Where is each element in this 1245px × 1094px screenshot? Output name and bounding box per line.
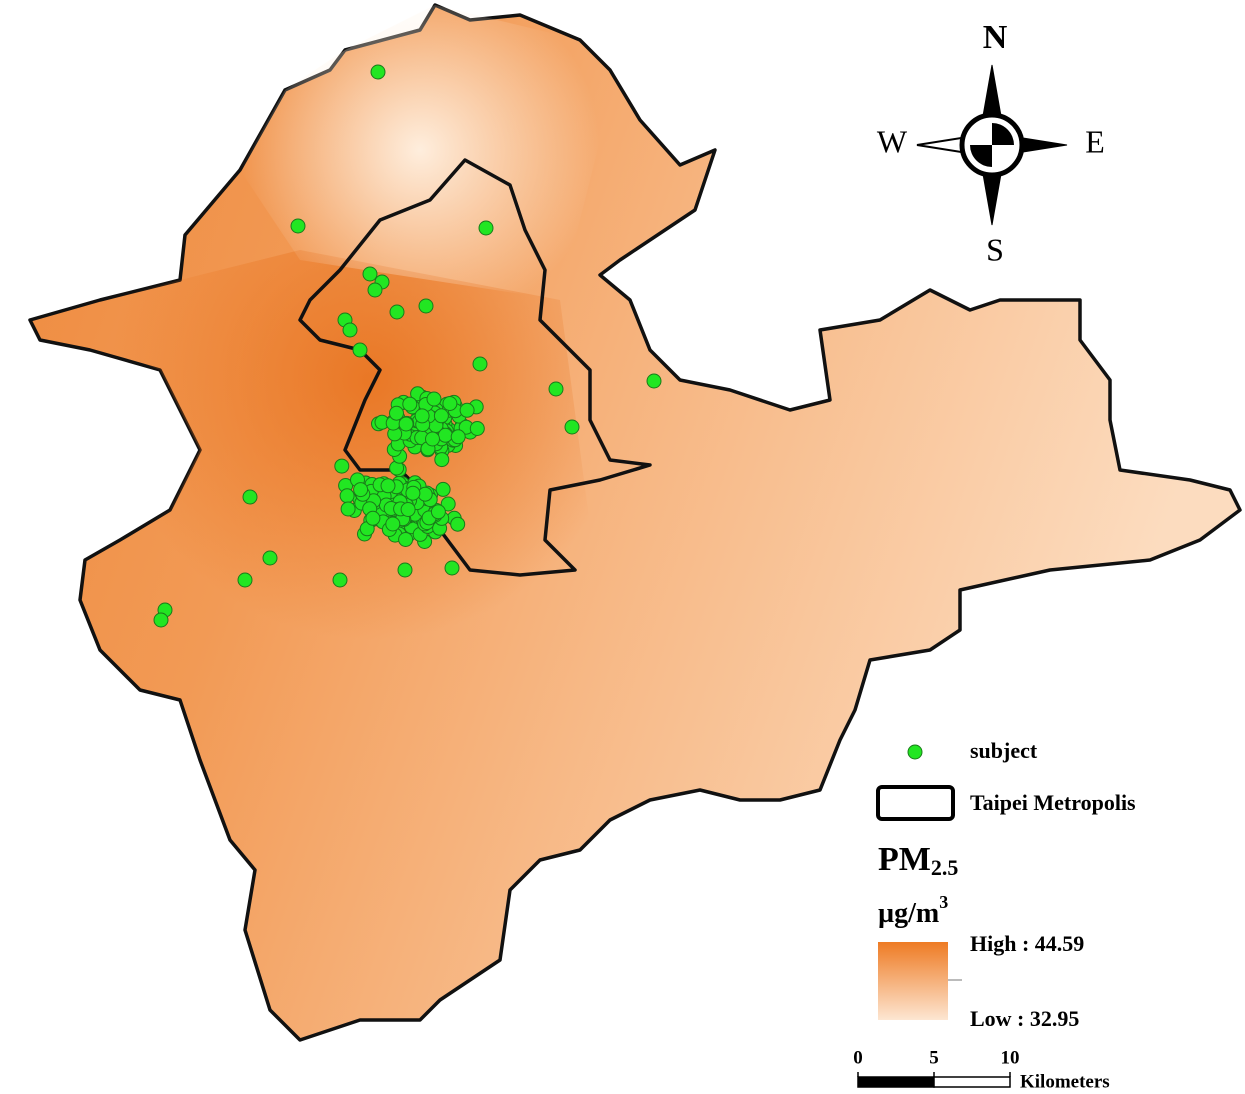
subject-point (262, 550, 278, 566)
subject-point (437, 427, 453, 443)
subject-point (237, 572, 253, 588)
compass-label: W (877, 123, 908, 159)
subject-point (440, 496, 456, 512)
legend-unit: µg/m3 (878, 892, 948, 929)
scale-segment (857, 1076, 935, 1088)
subject-point (430, 504, 446, 520)
subject-point (469, 421, 485, 436)
subject-point (405, 485, 421, 501)
subject-point (433, 408, 449, 424)
legend-symbol (907, 744, 923, 760)
legend-title: PM (878, 841, 931, 878)
compass-label: S (986, 231, 1004, 267)
subject-point (478, 220, 494, 236)
subject-point (332, 572, 348, 588)
scale-unit: Kilometers (1020, 1071, 1110, 1092)
subject-point (398, 416, 414, 432)
subject-point (367, 282, 383, 298)
subject-point (442, 396, 458, 411)
subject-point (402, 396, 418, 412)
hotspot (30, 250, 600, 800)
legend-label: Taipei Metropolis (970, 790, 1136, 815)
scale-label: 10 (1001, 1047, 1020, 1068)
legend-unit: µg/m (878, 898, 939, 929)
subject-point (153, 612, 169, 628)
legend-unit-superscript: 3 (939, 892, 948, 912)
subject-point (380, 478, 396, 494)
legend-label: subject (970, 738, 1038, 763)
compass: N W E S (877, 19, 1105, 268)
subject-point (290, 218, 306, 234)
region (28, 3, 1242, 1042)
clean-zone (240, 5, 610, 300)
subject-point (444, 560, 460, 576)
legend-title-subscript: 2.5 (931, 855, 959, 880)
subject-point (418, 298, 434, 314)
subject-point (370, 64, 386, 80)
scale-label: 5 (929, 1047, 939, 1068)
subject-point (435, 481, 451, 497)
legend-colorbar (878, 942, 948, 1020)
compass-label: N (983, 19, 1008, 56)
subject-point (365, 510, 381, 526)
subject-point (397, 562, 413, 578)
subject-point (334, 458, 350, 474)
legend-low: Low : 32.95 (970, 1006, 1079, 1031)
subject-point (450, 429, 466, 445)
subject-point (389, 405, 404, 421)
subject-point (646, 373, 662, 389)
subject-point (426, 391, 442, 407)
subject-point (342, 322, 358, 338)
compass-label: E (1085, 123, 1105, 159)
subject-point (353, 482, 369, 498)
legend: subject Taipei Metropolis PM2.5 µg/m3 Hi… (876, 738, 1136, 1031)
subject-point (414, 408, 430, 424)
scale-segment (933, 1076, 1011, 1088)
subject-point (242, 489, 258, 505)
subject-point (548, 381, 564, 397)
legend-symbol (876, 785, 955, 821)
legend-high: High : 44.59 (970, 931, 1084, 956)
subject-point (362, 266, 378, 282)
subject-point (564, 419, 580, 435)
subject-point (339, 488, 355, 504)
subject-point (425, 431, 440, 447)
subject-point (389, 304, 405, 320)
subject-point (385, 516, 401, 532)
subject-points (153, 64, 662, 628)
subject-point (459, 402, 475, 418)
scale-label: 0 (853, 1047, 863, 1068)
taipei-city-boundary (298, 158, 652, 577)
compass-center (970, 123, 1014, 167)
subject-point (450, 516, 466, 532)
subject-point (398, 532, 414, 547)
subject-point (434, 452, 450, 468)
subject-point (400, 502, 416, 517)
subject-point (340, 501, 356, 517)
legend-title: PM2.5 (878, 841, 958, 880)
subject-point (352, 342, 368, 358)
subject-point (472, 356, 488, 372)
